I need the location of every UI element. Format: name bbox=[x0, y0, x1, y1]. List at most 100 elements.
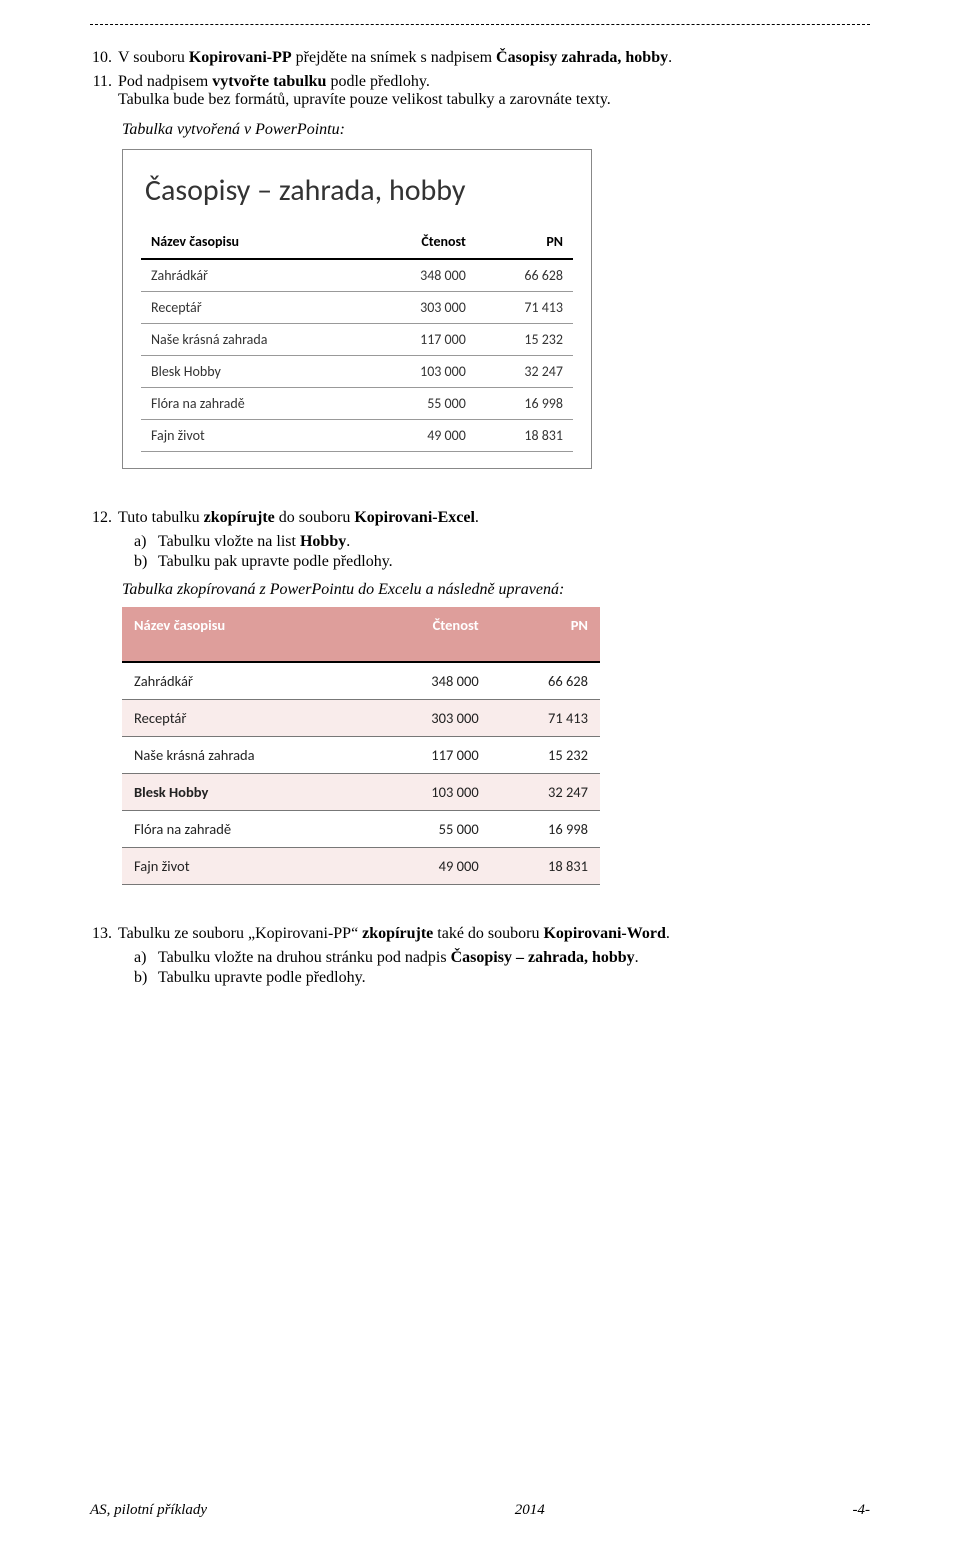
text: přejděte na snímek s nadpisem bbox=[292, 49, 496, 66]
footer-left: AS, pilotní příklady bbox=[90, 1502, 207, 1519]
task-11: 11. Pod nadpisem vytvořte tabulku podle … bbox=[90, 73, 870, 109]
col-header-name: Název časopisu bbox=[122, 607, 369, 643]
cell-name: Blesk Hobby bbox=[122, 774, 369, 811]
cell-ctenost: 348 000 bbox=[369, 662, 491, 700]
footer-right: -4- bbox=[852, 1502, 870, 1519]
text: . bbox=[346, 533, 350, 550]
task-10-number: 10. bbox=[90, 49, 118, 67]
table-row: Receptář303 00071 413 bbox=[141, 292, 573, 324]
cell-ctenost: 117 000 bbox=[367, 324, 476, 356]
cell-ctenost: 55 000 bbox=[367, 388, 476, 420]
sub-body: Tabulku upravte podle předlohy. bbox=[158, 969, 366, 987]
sub-letter: a) bbox=[134, 949, 158, 967]
task-10: 10. V souboru Kopirovani-PP přejděte na … bbox=[90, 49, 870, 67]
table-row: Fajn život49 00018 831 bbox=[141, 420, 573, 452]
slide-title: Časopisy zahrada, hobby bbox=[496, 49, 668, 66]
text: . bbox=[668, 49, 672, 66]
sub-body: Tabulku vložte na druhou stránku pod nad… bbox=[158, 949, 639, 967]
cell-ctenost: 49 000 bbox=[369, 848, 491, 885]
sub-body: Tabulku vložte na list Hobby. bbox=[158, 533, 350, 551]
table-row: Fajn život49 00018 831 bbox=[122, 848, 600, 885]
task-11-body: Pod nadpisem vytvořte tabulku podle před… bbox=[118, 73, 870, 109]
dashed-separator bbox=[90, 24, 870, 25]
cell-ctenost: 348 000 bbox=[367, 259, 476, 292]
powerpoint-slide-box: Časopisy – zahrada, hobby Název časopisu… bbox=[122, 149, 592, 469]
cell-name: Fajn život bbox=[122, 848, 369, 885]
table-row: Flóra na zahradě55 00016 998 bbox=[141, 388, 573, 420]
text: . bbox=[635, 949, 639, 966]
table-row: Flóra na zahradě55 00016 998 bbox=[122, 811, 600, 848]
caption-excel-table: Tabulka zkopírovaná z PowerPointu do Exc… bbox=[122, 581, 870, 599]
table-row: Naše krásná zahrada117 00015 232 bbox=[122, 737, 600, 774]
cell-pn: 16 998 bbox=[476, 388, 573, 420]
task-12-sublist: a) Tabulku vložte na list Hobby. b) Tabu… bbox=[134, 533, 870, 571]
task-13: 13. Tabulku ze souboru „Kopirovani-PP“ z… bbox=[90, 925, 870, 943]
action: zkopírujte bbox=[204, 509, 275, 526]
action: vytvořte tabulku bbox=[212, 73, 326, 90]
cell-pn: 15 232 bbox=[491, 737, 600, 774]
table-row: Blesk Hobby103 00032 247 bbox=[122, 774, 600, 811]
cell-pn: 66 628 bbox=[491, 662, 600, 700]
cell-name: Receptář bbox=[141, 292, 367, 324]
col-header-pn: PN bbox=[476, 225, 573, 259]
task-12-b: b) Tabulku pak upravte podle předlohy. bbox=[134, 553, 870, 571]
text: Pod nadpisem bbox=[118, 73, 212, 90]
task-13-number: 13. bbox=[90, 925, 118, 943]
text: Tabulku vložte na list bbox=[158, 533, 300, 550]
text: Tabulku ze souboru „Kopirovani-PP“ bbox=[118, 925, 362, 942]
cell-name: Naše krásná zahrada bbox=[122, 737, 369, 774]
cell-name: Zahrádkář bbox=[122, 662, 369, 700]
task-12-a: a) Tabulku vložte na list Hobby. bbox=[134, 533, 870, 551]
table-row: Naše krásná zahrada117 00015 232 bbox=[141, 324, 573, 356]
excel-table: Název časopisu Čtenost PN Zahrádkář348 0… bbox=[122, 607, 600, 885]
table-header-row: Název časopisu Čtenost PN bbox=[122, 607, 600, 643]
cell-name: Blesk Hobby bbox=[141, 356, 367, 388]
col-header-pn: PN bbox=[491, 607, 600, 643]
cell-ctenost: 103 000 bbox=[369, 774, 491, 811]
cell-pn: 18 831 bbox=[491, 848, 600, 885]
task-13-sublist: a) Tabulku vložte na druhou stránku pod … bbox=[134, 949, 870, 987]
task-11-number: 11. bbox=[90, 73, 118, 91]
table-row: Zahrádkář348 00066 628 bbox=[141, 259, 573, 292]
cell-name: Receptář bbox=[122, 700, 369, 737]
cell-pn: 32 247 bbox=[491, 774, 600, 811]
task-13-a: a) Tabulku vložte na druhou stránku pod … bbox=[134, 949, 870, 967]
cell-pn: 32 247 bbox=[476, 356, 573, 388]
task-12-body: Tuto tabulku zkopírujte do souboru Kopir… bbox=[118, 509, 870, 527]
action: zkopírujte bbox=[362, 925, 433, 942]
cell-name: Flóra na zahradě bbox=[122, 811, 369, 848]
text: Tuto tabulku bbox=[118, 509, 204, 526]
col-header-ctenost: Čtenost bbox=[367, 225, 476, 259]
cell-pn: 16 998 bbox=[491, 811, 600, 848]
col-header-ctenost: Čtenost bbox=[369, 607, 491, 643]
cell-name: Flóra na zahradě bbox=[141, 388, 367, 420]
task-13-b: b) Tabulku upravte podle předlohy. bbox=[134, 969, 870, 987]
cell-name: Fajn život bbox=[141, 420, 367, 452]
file-name: Kopirovani-Word bbox=[543, 925, 665, 942]
footer-center: 2014 bbox=[515, 1502, 545, 1519]
cell-pn: 15 232 bbox=[476, 324, 573, 356]
caption-powerpoint-table: Tabulka vytvořená v PowerPointu: bbox=[122, 121, 870, 139]
text: podle předlohy. bbox=[326, 73, 429, 90]
cell-name: Naše krásná zahrada bbox=[141, 324, 367, 356]
col-header-name: Název časopisu bbox=[141, 225, 367, 259]
table-row: Blesk Hobby103 00032 247 bbox=[141, 356, 573, 388]
cell-ctenost: 103 000 bbox=[367, 356, 476, 388]
table-header-row: Název časopisu Čtenost PN bbox=[141, 225, 573, 259]
header-gap-row bbox=[122, 643, 600, 662]
text: V souboru bbox=[118, 49, 189, 66]
cell-ctenost: 303 000 bbox=[369, 700, 491, 737]
text: Tabulku vložte na druhou stránku pod nad… bbox=[158, 949, 451, 966]
cell-ctenost: 49 000 bbox=[367, 420, 476, 452]
text: také do souboru bbox=[433, 925, 543, 942]
cell-name: Zahrádkář bbox=[141, 259, 367, 292]
cell-ctenost: 303 000 bbox=[367, 292, 476, 324]
table-row: Zahrádkář348 00066 628 bbox=[122, 662, 600, 700]
sub-body: Tabulku pak upravte podle předlohy. bbox=[158, 553, 393, 571]
cell-ctenost: 117 000 bbox=[369, 737, 491, 774]
file-name: Kopirovani-PP bbox=[189, 49, 292, 66]
file-name: Kopirovani-Excel bbox=[354, 509, 475, 526]
cell-pn: 18 831 bbox=[476, 420, 573, 452]
page: 10. V souboru Kopirovani-PP přejděte na … bbox=[0, 0, 960, 1549]
sheet-name: Hobby bbox=[300, 533, 346, 550]
